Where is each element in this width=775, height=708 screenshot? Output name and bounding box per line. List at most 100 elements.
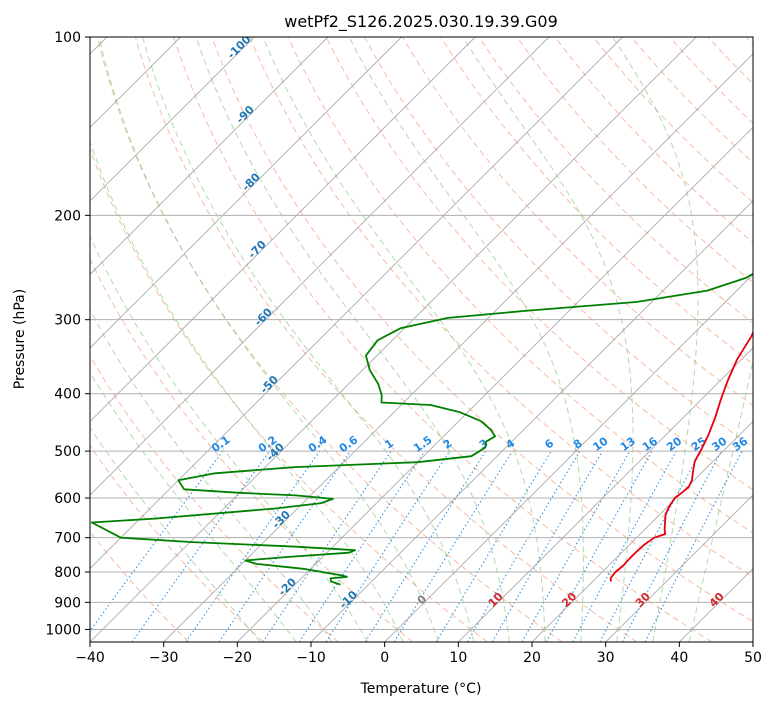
background-labels: 0.1 0.2 0.4 0.6 1 1.5 2 3 4 6 8 10 13 16 20 25 30 36-100-… bbox=[209, 37, 750, 611]
dry-adiabat-line bbox=[90, 444, 264, 642]
dry-adiabat-line bbox=[440, 37, 753, 365]
x-axis-label: Temperature (°C) bbox=[360, 681, 482, 697]
mixing-ratio-label: 0.4 bbox=[306, 433, 330, 455]
dry-adiabat-line bbox=[516, 37, 753, 284]
dry-adiabat-line bbox=[707, 37, 753, 85]
mixing-ratio-label: 1.5 bbox=[411, 433, 434, 455]
y-tick-label: 400 bbox=[54, 387, 81, 403]
mixing-ratio-lines bbox=[90, 450, 743, 642]
x-tick-label: −40 bbox=[75, 650, 105, 666]
isotherm-line bbox=[90, 37, 623, 570]
moist-adiabat-line bbox=[98, 37, 439, 642]
y-tick-label: 900 bbox=[54, 595, 81, 611]
dry-adiabats bbox=[90, 37, 753, 642]
y-tick-label: 300 bbox=[54, 313, 81, 329]
moist-adiabat-line bbox=[348, 37, 584, 642]
x-tick-label: −20 bbox=[223, 650, 253, 666]
mixing-ratio-line bbox=[325, 450, 451, 642]
x-tick-label: 10 bbox=[449, 650, 467, 666]
y-tick-label: 800 bbox=[54, 565, 81, 581]
isotherm-label: -90 bbox=[234, 103, 257, 126]
dry-adiabat-line bbox=[173, 37, 712, 642]
moist-adiabat-line bbox=[90, 139, 404, 642]
x-tick-label: −30 bbox=[149, 650, 179, 666]
mixing-ratio-line bbox=[131, 450, 271, 642]
moist-adiabat-line bbox=[142, 37, 475, 642]
dry-adiabat-line bbox=[478, 37, 753, 324]
mixing-ratio-line bbox=[298, 450, 426, 642]
dry-adiabat-line bbox=[631, 37, 753, 164]
isotherm-label: 10 bbox=[486, 590, 506, 610]
dry-adiabat-line bbox=[90, 530, 190, 642]
mixing-ratio-label: 0.1 bbox=[209, 433, 232, 455]
isotherm-line bbox=[90, 37, 550, 496]
moist-adiabat-line bbox=[195, 37, 510, 642]
isotherm-line bbox=[90, 37, 329, 276]
moist-adiabat-line bbox=[262, 37, 546, 642]
x-tick-label: −10 bbox=[296, 650, 326, 666]
dry-adiabat-line bbox=[211, 37, 753, 623]
dry-adiabat-line bbox=[134, 37, 638, 642]
plot-area: 0.1 0.2 0.4 0.6 1 1.5 2 3 4 6 8 10 13 16 20 25 30 36-100-… bbox=[90, 37, 753, 642]
dry-adiabat-line bbox=[90, 355, 339, 642]
moist-adiabat-line bbox=[462, 37, 634, 642]
mixing-ratio-line bbox=[521, 450, 631, 642]
y-tick-label: 700 bbox=[54, 531, 81, 547]
y-tick-label: 1000 bbox=[45, 622, 81, 638]
x-tick-label: 0 bbox=[380, 650, 389, 666]
dry-adiabat-line bbox=[90, 147, 488, 642]
mixing-ratio-line bbox=[218, 450, 351, 642]
plot-frame bbox=[89, 36, 754, 643]
isotherms bbox=[90, 37, 753, 642]
x-tick-label: 30 bbox=[597, 650, 615, 666]
moist-adiabat-line bbox=[612, 37, 699, 642]
isotherm-label: 40 bbox=[707, 590, 727, 610]
moist-adiabat-line bbox=[90, 309, 333, 642]
mixing-ratio-label: 2 bbox=[441, 437, 455, 452]
pressure-gridlines bbox=[90, 37, 753, 630]
mixing-ratio-line bbox=[435, 450, 552, 642]
mixing-ratio-line bbox=[599, 450, 702, 642]
mixing-ratio-label: 6 bbox=[542, 437, 556, 452]
isotherm-line bbox=[531, 420, 753, 642]
mixing-ratio-line bbox=[545, 450, 653, 642]
profile-line bbox=[90, 272, 753, 586]
isotherm-line bbox=[163, 53, 753, 642]
isotherm-line bbox=[752, 641, 753, 642]
x-axis: −40 −30 −20 −10 0 10 20 30 40 50 bbox=[75, 642, 762, 666]
moist-adiabat-line bbox=[90, 234, 369, 642]
isotherm-line bbox=[310, 200, 753, 642]
chart-title: wetPf2_S126.2025.030.19.39.G09 bbox=[284, 12, 558, 32]
profile-line bbox=[609, 330, 753, 582]
isotherm-label: -70 bbox=[246, 238, 269, 261]
mixing-ratio-line bbox=[393, 450, 513, 642]
dry-adiabat-line bbox=[96, 37, 563, 642]
mixing-ratio-line bbox=[572, 450, 677, 642]
dry-adiabat-line bbox=[592, 37, 753, 203]
isotherm-line bbox=[90, 37, 476, 423]
isotherm-label: -10 bbox=[337, 588, 360, 611]
moist-adiabat-line bbox=[90, 371, 297, 642]
moist-adiabats bbox=[90, 37, 753, 642]
isotherm-line bbox=[90, 37, 402, 349]
y-tick-label: 200 bbox=[54, 208, 81, 224]
moist-adiabat-line bbox=[688, 358, 753, 642]
isotherm-line bbox=[605, 494, 753, 642]
dry-adiabat-line bbox=[287, 37, 753, 534]
mixing-ratio-line bbox=[364, 450, 487, 642]
x-tick-label: 40 bbox=[670, 650, 688, 666]
isotherm-line bbox=[384, 273, 753, 642]
isotherm-label: -50 bbox=[258, 373, 281, 396]
moist-adiabat-line bbox=[90, 426, 261, 642]
isotherm-label: -60 bbox=[252, 305, 275, 328]
dry-adiabat-line bbox=[669, 37, 753, 124]
dry-adiabat-line bbox=[249, 37, 753, 578]
isotherm-line bbox=[90, 37, 255, 202]
isotherm-line bbox=[458, 347, 753, 642]
isotherm-label: -80 bbox=[240, 170, 263, 193]
y-tick-label: 500 bbox=[54, 444, 81, 460]
isotherm-label: 20 bbox=[559, 590, 579, 610]
mixing-ratio-line bbox=[262, 450, 392, 642]
isotherm-label: -20 bbox=[276, 575, 299, 598]
